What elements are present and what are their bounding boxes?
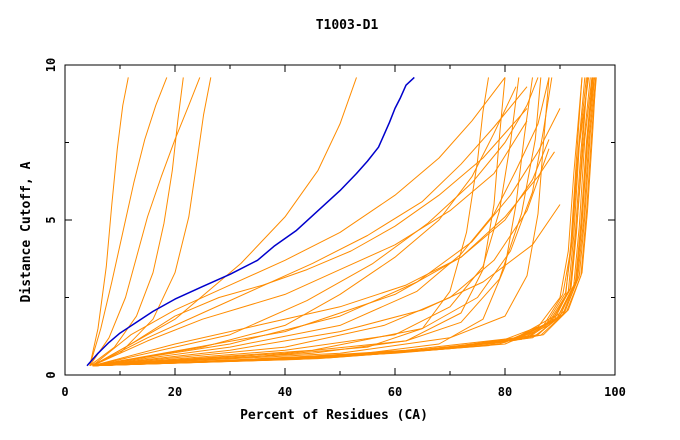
model-series-cluster-7 bbox=[92, 77, 593, 367]
model-series-fan-7 bbox=[92, 86, 517, 367]
y-tick-label-10: 10 bbox=[44, 58, 58, 72]
model-series-cluster-6 bbox=[92, 77, 590, 367]
highlighted-model-series bbox=[86, 76, 415, 367]
model-series-fan-19 bbox=[92, 77, 539, 367]
model-series-cluster-14 bbox=[92, 77, 597, 367]
x-tick-label-0: 0 bbox=[61, 385, 68, 399]
model-series-cluster-10 bbox=[92, 77, 583, 367]
model-series-fan-13 bbox=[92, 77, 489, 367]
model-series-steep-1 bbox=[89, 77, 129, 366]
y-axis-label: Distance Cutoff, A bbox=[19, 161, 34, 302]
x-tick-label-80: 80 bbox=[498, 385, 512, 399]
model-series-cluster-16 bbox=[92, 77, 593, 367]
model-series-fan-3 bbox=[92, 86, 528, 367]
model-series-steep-2 bbox=[89, 77, 168, 366]
x-tick-label-60: 60 bbox=[388, 385, 402, 399]
model-series-fan-9 bbox=[92, 77, 550, 367]
model-series-fan-20 bbox=[92, 77, 553, 367]
model-series-fan-1 bbox=[92, 108, 528, 367]
model-series-fan-11 bbox=[92, 77, 520, 367]
model-series-cluster-1 bbox=[92, 77, 583, 367]
model-series-steep-4 bbox=[89, 77, 184, 367]
axis-ticks: 0 20 40 60 80 100 0 5 10 bbox=[44, 58, 626, 399]
model-series-fan-17 bbox=[92, 108, 561, 367]
model-series-fan-6 bbox=[92, 77, 357, 367]
model-series-steep-5 bbox=[89, 77, 212, 367]
model-series-fan-18 bbox=[92, 151, 555, 367]
model-series-fan-5 bbox=[92, 139, 550, 367]
model-series-cluster-15 bbox=[92, 77, 587, 367]
model-series-fan-15 bbox=[92, 77, 550, 367]
model-series-fan-12 bbox=[92, 77, 506, 367]
model-series-steep-3 bbox=[89, 77, 201, 366]
model-series-fan-2 bbox=[92, 77, 506, 367]
x-tick-label-20: 20 bbox=[168, 385, 182, 399]
model-series-fan-10 bbox=[92, 148, 550, 367]
x-axis-label: Percent of Residues (CA) bbox=[240, 408, 428, 423]
chart-title: T1003-D1 bbox=[316, 18, 379, 33]
model-series-fan-14 bbox=[92, 77, 542, 367]
model-series-cluster-5 bbox=[92, 77, 586, 367]
model-series-fan-4 bbox=[92, 120, 528, 367]
y-tick-label-0: 0 bbox=[44, 371, 58, 378]
x-tick-label-40: 40 bbox=[278, 385, 292, 399]
series-layer bbox=[86, 76, 597, 367]
y-tick-label-5: 5 bbox=[44, 216, 58, 223]
x-tick-label-100: 100 bbox=[604, 385, 626, 399]
